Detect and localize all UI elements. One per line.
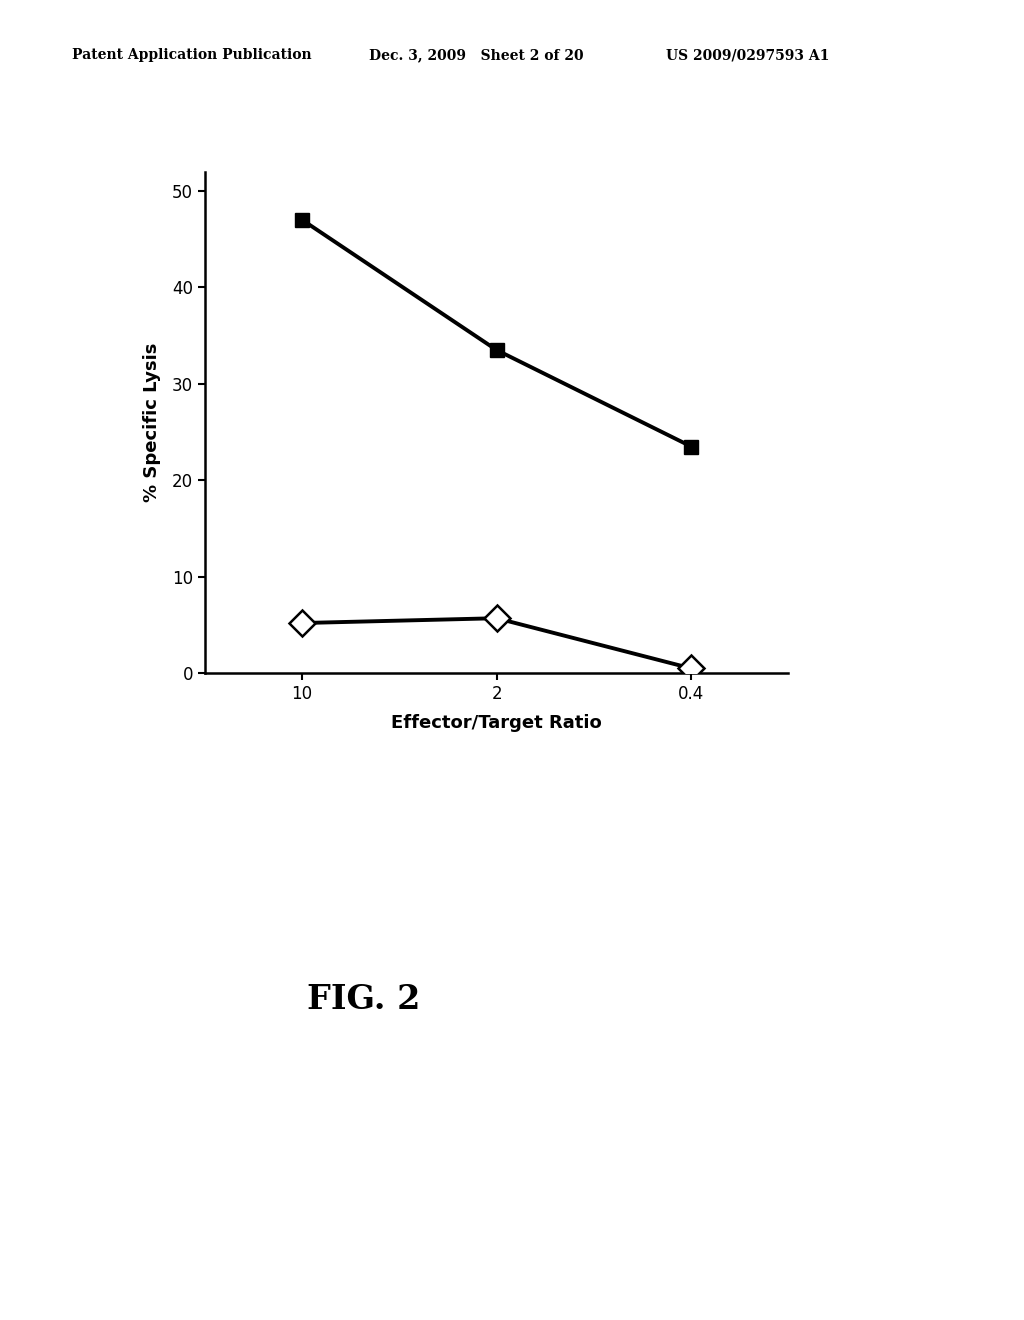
Text: Dec. 3, 2009   Sheet 2 of 20: Dec. 3, 2009 Sheet 2 of 20 — [369, 49, 584, 62]
Text: Patent Application Publication: Patent Application Publication — [72, 49, 311, 62]
Text: FIG. 2: FIG. 2 — [307, 983, 421, 1016]
Text: US 2009/0297593 A1: US 2009/0297593 A1 — [666, 49, 829, 62]
X-axis label: Effector/Target Ratio: Effector/Target Ratio — [391, 714, 602, 733]
Y-axis label: % Specific Lysis: % Specific Lysis — [142, 343, 161, 502]
